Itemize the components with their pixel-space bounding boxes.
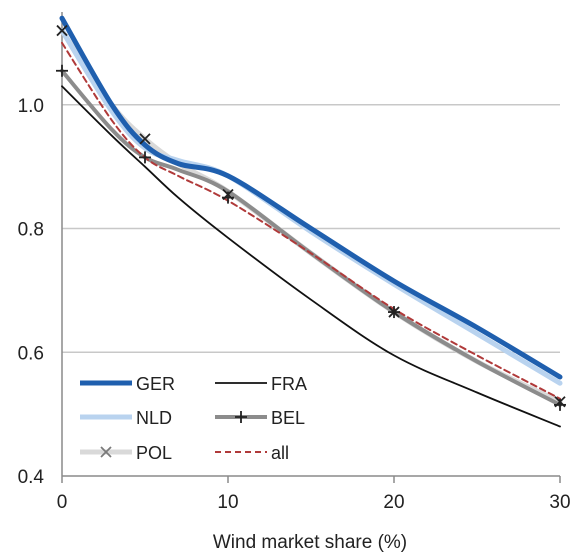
x-axis-title: Wind market share (%) — [213, 532, 407, 553]
series-line-ger — [59, 15, 563, 380]
marker-pol-0-b — [56, 24, 68, 37]
axes — [61, 12, 561, 483]
y-tick-label-2: 0.8 — [18, 220, 44, 241]
legend-label-pol: POL — [136, 443, 172, 463]
x-tick-label-2: 20 — [383, 492, 404, 513]
series-markers — [56, 24, 566, 411]
legend-item-all: all — [215, 443, 289, 463]
legend-marker-bel — [235, 411, 247, 423]
marker-pol-1-b — [139, 133, 151, 145]
legend-label-bel: BEL — [271, 408, 305, 428]
marker-bel-4 — [554, 398, 566, 411]
marker-bel-1 — [139, 151, 151, 164]
tick-labels: 0.4 0.6 0.8 1.0 0 10 20 30 — [18, 96, 571, 513]
x-tick-label-0: 0 — [57, 492, 68, 513]
y-tick-label-1: 0.6 — [18, 343, 44, 364]
series-line-bel — [60, 68, 562, 407]
series-line-all — [61, 41, 561, 400]
legend-marker-pol-b — [100, 446, 112, 458]
legend-label-fra: FRA — [271, 374, 307, 394]
legend-label-all: all — [271, 443, 289, 463]
y-tick-label-0: 0.4 — [18, 467, 45, 488]
legend-item-fra: FRA — [215, 374, 307, 394]
legend: GER FRA NLD BEL POL all — [80, 374, 307, 463]
marker-pol-0 — [56, 24, 68, 37]
legend-marker-pol — [100, 446, 112, 458]
legend-item-pol: POL — [80, 443, 172, 463]
marker-pol-1 — [139, 133, 151, 145]
marker-bel-0 — [56, 64, 68, 77]
series-line-fra — [61, 85, 561, 428]
legend-label-ger: GER — [136, 374, 175, 394]
marker-bel-3 — [388, 306, 400, 319]
legend-item-bel: BEL — [215, 408, 305, 428]
marker-bel-2 — [222, 191, 234, 204]
series-lines — [59, 15, 563, 428]
legend-item-nld: NLD — [80, 408, 172, 428]
legend-item-ger: GER — [80, 374, 175, 394]
legend-label-nld: NLD — [136, 408, 172, 428]
series-line-pol — [59, 28, 563, 405]
x-tick-label-1: 10 — [217, 492, 238, 513]
x-tick-label-3: 30 — [549, 492, 570, 513]
y-tick-label-3: 1.0 — [18, 96, 44, 117]
